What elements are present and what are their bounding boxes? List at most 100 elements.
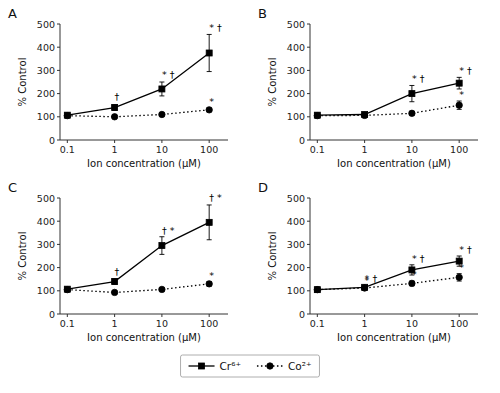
panel-label: C (8, 180, 17, 195)
annotation: * (459, 262, 464, 273)
plot-area (314, 77, 462, 118)
y-tick (307, 244, 310, 245)
point (456, 80, 462, 86)
y-tick (307, 290, 310, 291)
x-tick-label: 100 (200, 144, 218, 155)
y-tick-label: 300 (37, 65, 55, 76)
error-cap (457, 109, 462, 110)
y-tick (57, 244, 60, 245)
y-axis-line (60, 198, 61, 314)
x-tick-label: 10 (406, 144, 418, 155)
y-tick (57, 221, 60, 222)
y-tick-label: 400 (287, 216, 305, 227)
point (314, 287, 320, 293)
x-tick-label: 0.1 (60, 144, 75, 155)
y-tick (57, 93, 60, 94)
error-bar (409, 85, 414, 101)
annotation: † (115, 266, 120, 277)
point (314, 112, 320, 118)
y-tick (57, 47, 60, 48)
x-tick-label: 1 (362, 144, 368, 155)
error-cap (457, 256, 462, 257)
y-axis-line (60, 24, 61, 140)
x-tick-label: 0.1 (310, 318, 325, 329)
error-bar (159, 237, 164, 255)
y-tick (307, 221, 310, 222)
annotation: * † (162, 69, 175, 80)
point (64, 286, 70, 292)
point (159, 86, 165, 92)
point (314, 112, 320, 118)
panel: 01002003004005000.1110100Ion concentrati… (258, 6, 478, 169)
series-line (317, 277, 459, 289)
point (206, 107, 212, 113)
y-tick-label: 100 (287, 111, 305, 122)
plot-area (64, 205, 212, 296)
legend-item: Co²⁺ (257, 360, 312, 372)
point (111, 114, 117, 120)
x-axis-line (60, 314, 228, 315)
error-bar (457, 274, 462, 281)
y-tick-label: 500 (287, 193, 305, 204)
x-tick-label: 10 (406, 318, 418, 329)
x-axis-label: Ion concentration (μM) (337, 332, 451, 343)
series-line (317, 105, 459, 115)
x-tick-label: 1 (112, 144, 118, 155)
annotation: * † (412, 253, 425, 264)
panel: 01002003004005000.1110100Ion concentrati… (8, 6, 228, 169)
error-cap (409, 101, 414, 102)
annotation: * † (412, 73, 425, 84)
x-tick-label: 0.1 (310, 144, 325, 155)
point (159, 243, 165, 249)
legend-item: Cr⁶⁺ (189, 360, 241, 372)
y-tick-label: 200 (37, 262, 55, 273)
legend-label: Co²⁺ (288, 360, 312, 372)
error-bar (207, 282, 212, 287)
point (206, 281, 212, 287)
legend-swatch-marker (267, 363, 273, 369)
x-tick-label: 0.1 (60, 318, 75, 329)
y-tick-label: 500 (287, 19, 305, 30)
point (361, 285, 367, 291)
x-tick-label: 100 (450, 144, 468, 155)
point (159, 111, 165, 117)
series-line (67, 284, 209, 293)
y-tick (307, 314, 310, 315)
legend-label: Cr⁶⁺ (220, 360, 241, 372)
x-tick (411, 140, 412, 143)
y-tick (57, 198, 60, 199)
point (112, 105, 118, 111)
panel-label: A (8, 6, 17, 21)
y-tick-label: 0 (49, 135, 55, 146)
legend: Cr⁶⁺ Co²⁺ (181, 355, 320, 377)
y-tick (57, 267, 60, 268)
y-tick (57, 314, 60, 315)
x-axis-label: Ion concentration (μM) (87, 158, 201, 169)
x-tick (209, 314, 210, 317)
y-tick-label: 400 (37, 216, 55, 227)
x-tick (114, 314, 115, 317)
x-tick (317, 140, 318, 143)
x-tick (209, 140, 210, 143)
point (409, 280, 415, 286)
error-cap (409, 264, 414, 265)
y-tick-label: 300 (287, 65, 305, 76)
y-tick (307, 24, 310, 25)
x-axis-label: Ion concentration (μM) (337, 158, 451, 169)
point (112, 279, 118, 285)
annotation: † * (162, 225, 175, 236)
error-bar (159, 82, 164, 96)
error-cap (457, 101, 462, 102)
point (206, 219, 212, 225)
series-line (67, 53, 209, 115)
point (64, 286, 70, 292)
y-tick-label: 0 (299, 309, 305, 320)
y-tick (57, 24, 60, 25)
error-cap (159, 82, 164, 83)
error-bar (112, 279, 117, 285)
plot-area (64, 34, 212, 120)
y-tick-label: 200 (287, 88, 305, 99)
annotation: † * (209, 192, 222, 203)
panel: 01002003004005000.1110100Ion concentrati… (258, 180, 478, 343)
x-tick (161, 140, 162, 143)
